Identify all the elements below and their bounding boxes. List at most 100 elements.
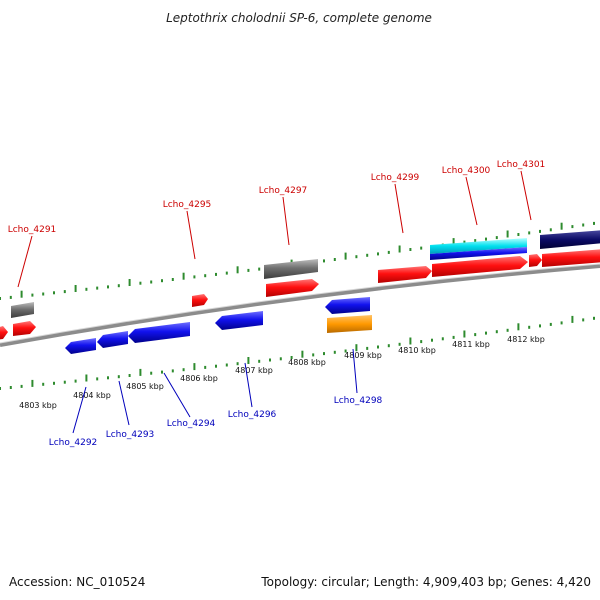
minor-tick	[333, 350, 336, 354]
gene-feature[interactable]	[327, 315, 372, 333]
minor-tick	[204, 274, 207, 278]
major-tick	[560, 222, 563, 230]
minor-tick	[431, 338, 433, 342]
minor-tick	[549, 322, 552, 326]
minor-tick	[452, 335, 455, 339]
minor-tick	[571, 225, 574, 229]
gene-label[interactable]: Lcho_4296	[228, 410, 277, 420]
minor-tick	[582, 223, 585, 227]
gene-feature[interactable]	[430, 238, 527, 254]
gene-label[interactable]: Lcho_4295	[163, 200, 212, 210]
major-tick	[571, 315, 574, 323]
minor-tick	[420, 246, 423, 250]
minor-tick	[441, 337, 444, 341]
minor-tick	[171, 278, 174, 281]
major-tick	[463, 330, 466, 338]
kbp-labels: 4803 kbp 4804 kbp 4805 kbp 4806 kbp 4807…	[19, 335, 545, 410]
minor-tick	[377, 345, 379, 349]
gene-feature[interactable]	[540, 230, 600, 249]
gene-feature[interactable]	[97, 331, 128, 348]
gene-label[interactable]: Lcho_4298	[334, 396, 383, 406]
gene-feature[interactable]	[11, 302, 34, 318]
minor-tick	[63, 290, 66, 294]
gene-label[interactable]: Lcho_4300	[442, 166, 491, 176]
minor-tick	[128, 374, 131, 377]
major-tick	[31, 379, 34, 387]
minor-tick	[258, 267, 261, 271]
kbp-label: 4807 kbp	[235, 366, 273, 375]
gene-feature[interactable]	[378, 266, 432, 283]
gene-label[interactable]: Lcho_4292	[49, 438, 98, 448]
minor-tick	[150, 280, 153, 284]
kbp-label: 4804 kbp	[73, 391, 111, 400]
minor-tick	[0, 387, 1, 390]
minor-tick	[42, 382, 45, 386]
gene-feature[interactable]	[65, 338, 96, 354]
gene-label[interactable]: Lcho_4291	[8, 225, 57, 235]
minor-tick	[377, 252, 379, 256]
accession-text: Accession: NC_010524	[9, 575, 145, 589]
gene-feature[interactable]	[215, 311, 263, 330]
minor-tick	[107, 285, 109, 289]
minor-tick	[9, 386, 12, 389]
major-tick	[355, 344, 358, 352]
minor-tick	[53, 291, 55, 295]
minor-tick	[53, 381, 55, 385]
gene-label[interactable]: Lcho_4293	[106, 430, 155, 440]
genome-title: Leptothrix cholodnii SP-6, complete geno…	[166, 11, 432, 25]
minor-tick	[323, 259, 325, 263]
minor-tick	[236, 362, 239, 366]
minor-tick	[312, 353, 315, 357]
gene-feature[interactable]	[529, 254, 542, 267]
major-tick	[506, 230, 509, 238]
gene-feature[interactable]	[128, 322, 190, 343]
minor-tick	[366, 346, 369, 350]
minor-tick	[463, 240, 466, 244]
gene-feature[interactable]	[192, 294, 208, 307]
major-tick	[74, 285, 77, 292]
major-tick	[409, 337, 412, 345]
minor-tick	[215, 272, 217, 276]
gene-feature[interactable]	[13, 321, 36, 336]
minor-tick	[366, 253, 369, 257]
kbp-label: 4811 kbp	[452, 340, 490, 349]
genome-backbone	[0, 264, 600, 347]
minor-tick	[269, 358, 271, 362]
gene-label[interactable]: Lcho_4301	[497, 160, 546, 170]
major-tick	[236, 266, 239, 274]
minor-tick	[323, 352, 325, 356]
major-tick	[193, 363, 196, 371]
gene-feature[interactable]	[432, 256, 528, 277]
minor-tick	[161, 279, 163, 283]
gene-feature[interactable]	[264, 259, 318, 279]
major-tick	[344, 252, 347, 260]
minor-tick	[582, 318, 585, 322]
minor-tick	[117, 375, 120, 379]
major-tick	[247, 357, 250, 364]
minor-tick	[485, 237, 487, 241]
gene-label[interactable]: Lcho_4294	[167, 419, 216, 429]
major-tick	[128, 279, 131, 286]
gene-feature[interactable]	[0, 326, 8, 340]
major-tick	[452, 238, 455, 246]
minor-tick	[539, 324, 541, 328]
minor-tick	[517, 233, 520, 236]
minor-tick	[485, 331, 487, 335]
gene-feature[interactable]	[266, 279, 319, 297]
minor-tick	[474, 333, 477, 337]
minor-tick	[193, 275, 196, 279]
gene-label[interactable]: Lcho_4297	[259, 186, 308, 196]
minor-tick	[171, 369, 174, 373]
gene-label[interactable]: Lcho_4299	[371, 173, 420, 183]
genome-backbone-highlight	[0, 263, 600, 344]
major-tick	[398, 245, 401, 253]
gene-feature[interactable]	[430, 247, 527, 260]
major-tick	[517, 323, 520, 331]
gene-feature[interactable]	[542, 249, 600, 267]
minor-tick	[74, 379, 77, 383]
kbp-label: 4805 kbp	[126, 382, 164, 391]
minor-tick	[225, 363, 228, 367]
kbp-label: 4812 kbp	[507, 335, 545, 344]
gene-feature[interactable]	[325, 297, 370, 314]
